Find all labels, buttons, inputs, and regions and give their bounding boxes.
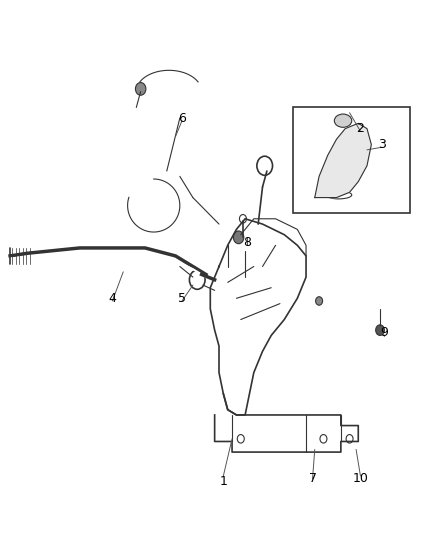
Text: 10: 10	[353, 472, 368, 485]
Text: 2: 2	[357, 122, 364, 135]
Text: 9: 9	[381, 326, 389, 340]
Polygon shape	[315, 123, 371, 198]
Circle shape	[233, 231, 244, 244]
Text: 5: 5	[178, 292, 186, 305]
Text: 6: 6	[178, 111, 186, 125]
Text: 1: 1	[219, 475, 227, 488]
Text: 4: 4	[109, 292, 117, 305]
Bar	[293, 108, 410, 214]
Text: 7: 7	[309, 472, 317, 485]
Text: 8: 8	[243, 236, 251, 249]
Ellipse shape	[334, 114, 352, 127]
Circle shape	[316, 297, 322, 305]
Circle shape	[376, 325, 385, 335]
Text: 3: 3	[378, 138, 386, 151]
Circle shape	[135, 83, 146, 95]
